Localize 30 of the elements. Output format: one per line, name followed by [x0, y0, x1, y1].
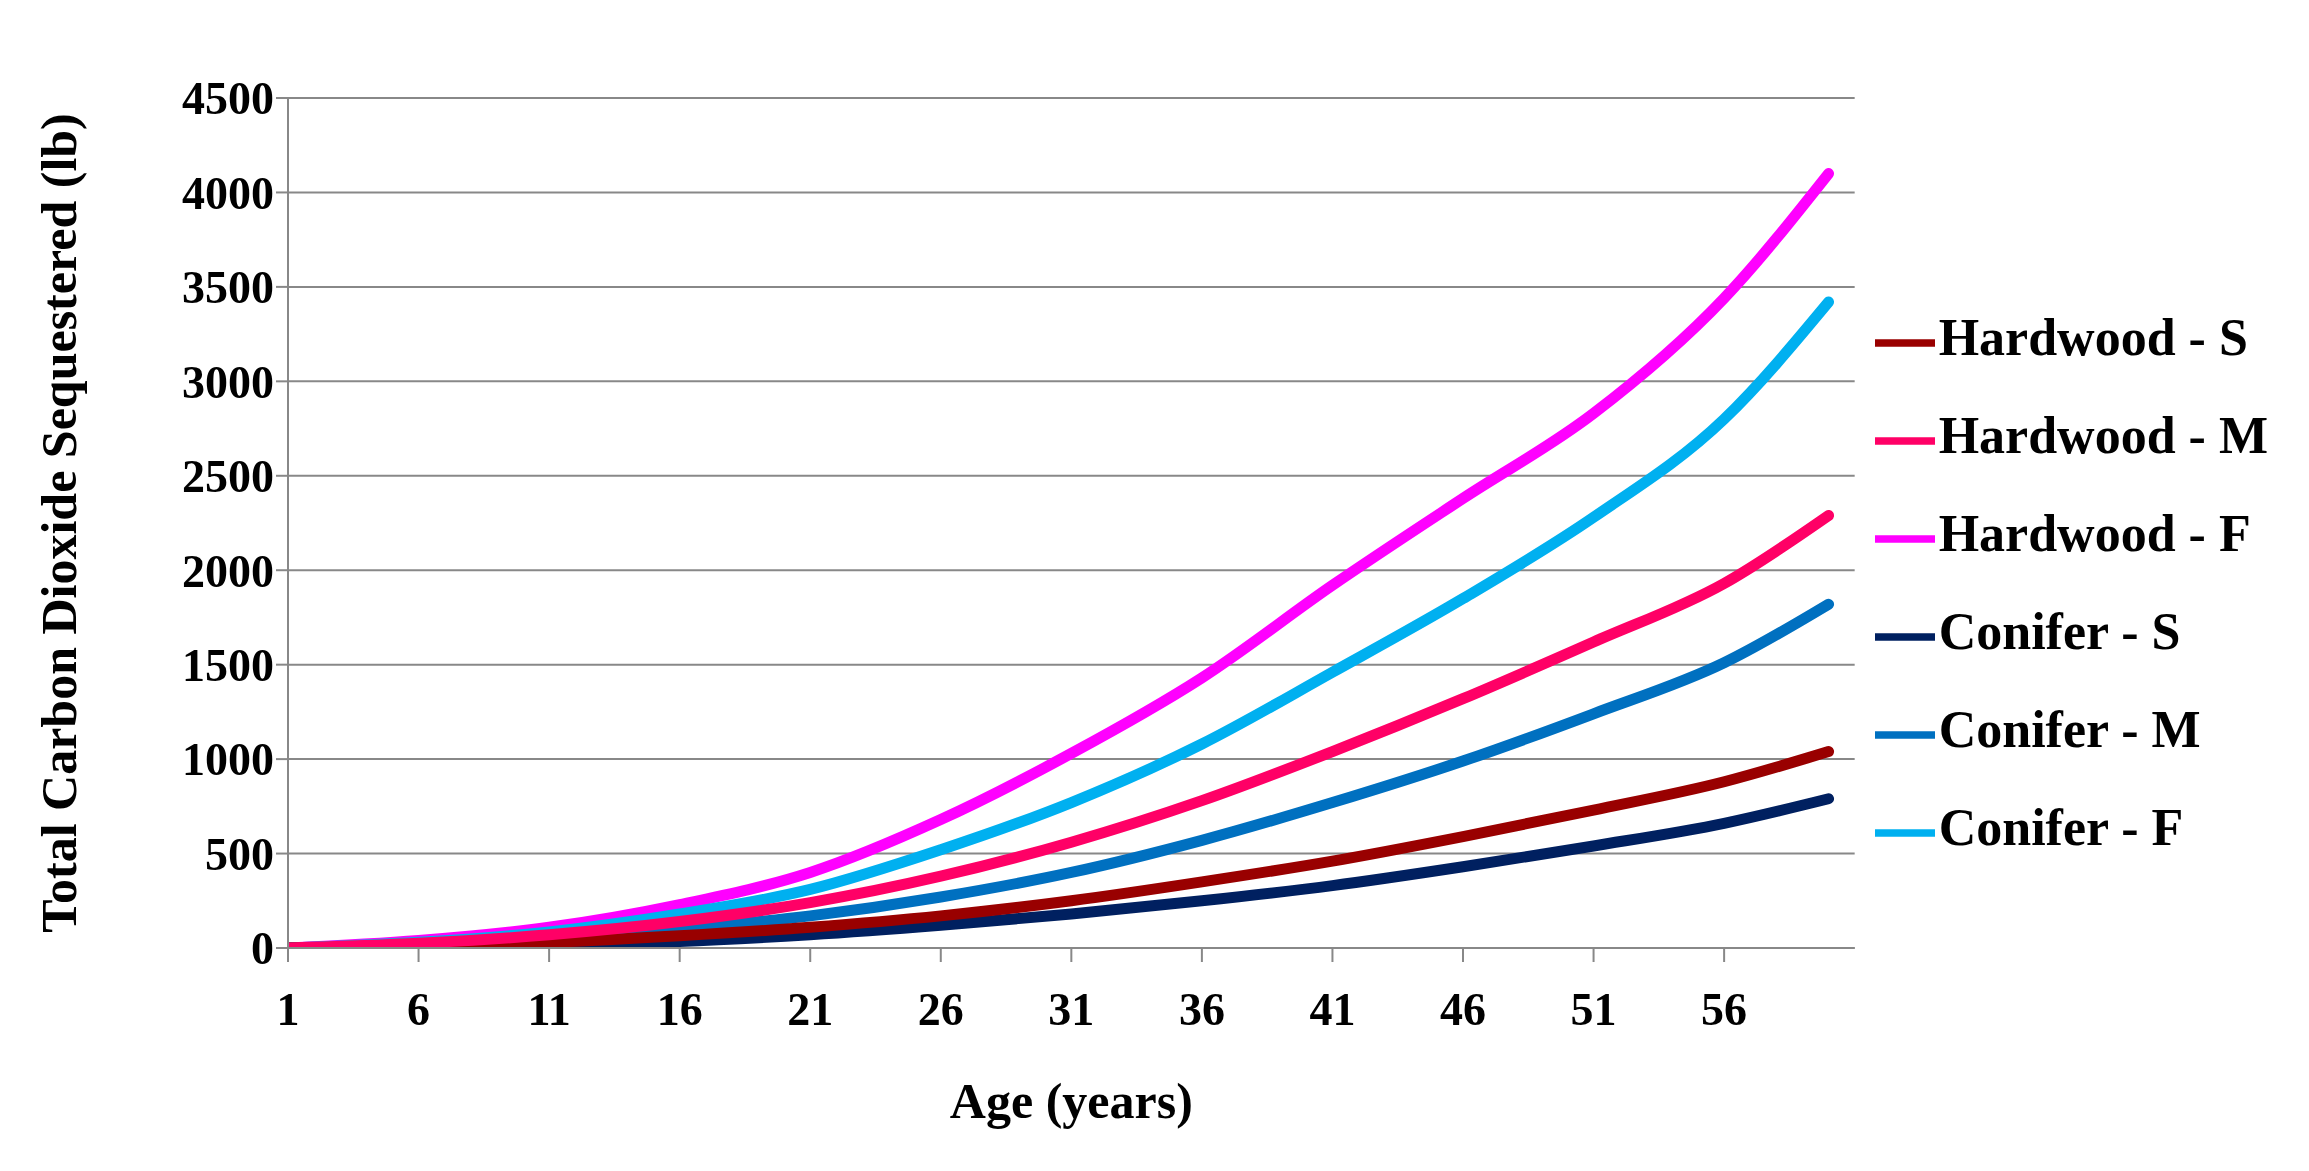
legend-label: Hardwood - S	[1938, 309, 2248, 366]
x-tick-label: 41	[1309, 983, 1356, 1035]
x-tick-label: 56	[1701, 983, 1748, 1035]
legend-label: Conifer - F	[1938, 799, 2184, 856]
x-tick-label: 31	[1048, 983, 1095, 1035]
x-tick-label: 16	[656, 983, 703, 1035]
y-tick-label: 4500	[182, 73, 274, 125]
x-tick-label: 46	[1440, 983, 1486, 1035]
y-tick-label: 0	[251, 923, 274, 975]
x-tick-label: 21	[787, 983, 834, 1035]
y-tick-label: 500	[205, 828, 274, 880]
x-tick-label: 6	[407, 983, 431, 1035]
y-axis-title: Total Carbon Dioxide Sequestered (lb)	[30, 113, 87, 933]
y-tick-label: 3000	[182, 356, 274, 408]
x-axis-title: Age (years)	[949, 1073, 1193, 1129]
y-tick-label: 1500	[182, 640, 274, 691]
y-tick-label: 3500	[182, 262, 274, 314]
legend-label: Hardwood - M	[1938, 407, 2268, 464]
x-tick-label: 1	[276, 983, 300, 1035]
x-tick-label: 26	[917, 983, 964, 1035]
y-tick-label: 4000	[182, 167, 274, 219]
x-tick-label: 51	[1570, 983, 1617, 1035]
x-tick-label: 11	[527, 983, 571, 1035]
y-tick-label: 2500	[182, 451, 274, 503]
x-tick-label: 36	[1178, 983, 1225, 1035]
legend-label: Hardwood - F	[1938, 505, 2251, 562]
y-tick-label: 2000	[182, 545, 274, 597]
y-tick-label: 1000	[182, 734, 274, 786]
legend-label: Conifer - M	[1938, 701, 2201, 758]
legend-label: Conifer - S	[1938, 603, 2181, 660]
